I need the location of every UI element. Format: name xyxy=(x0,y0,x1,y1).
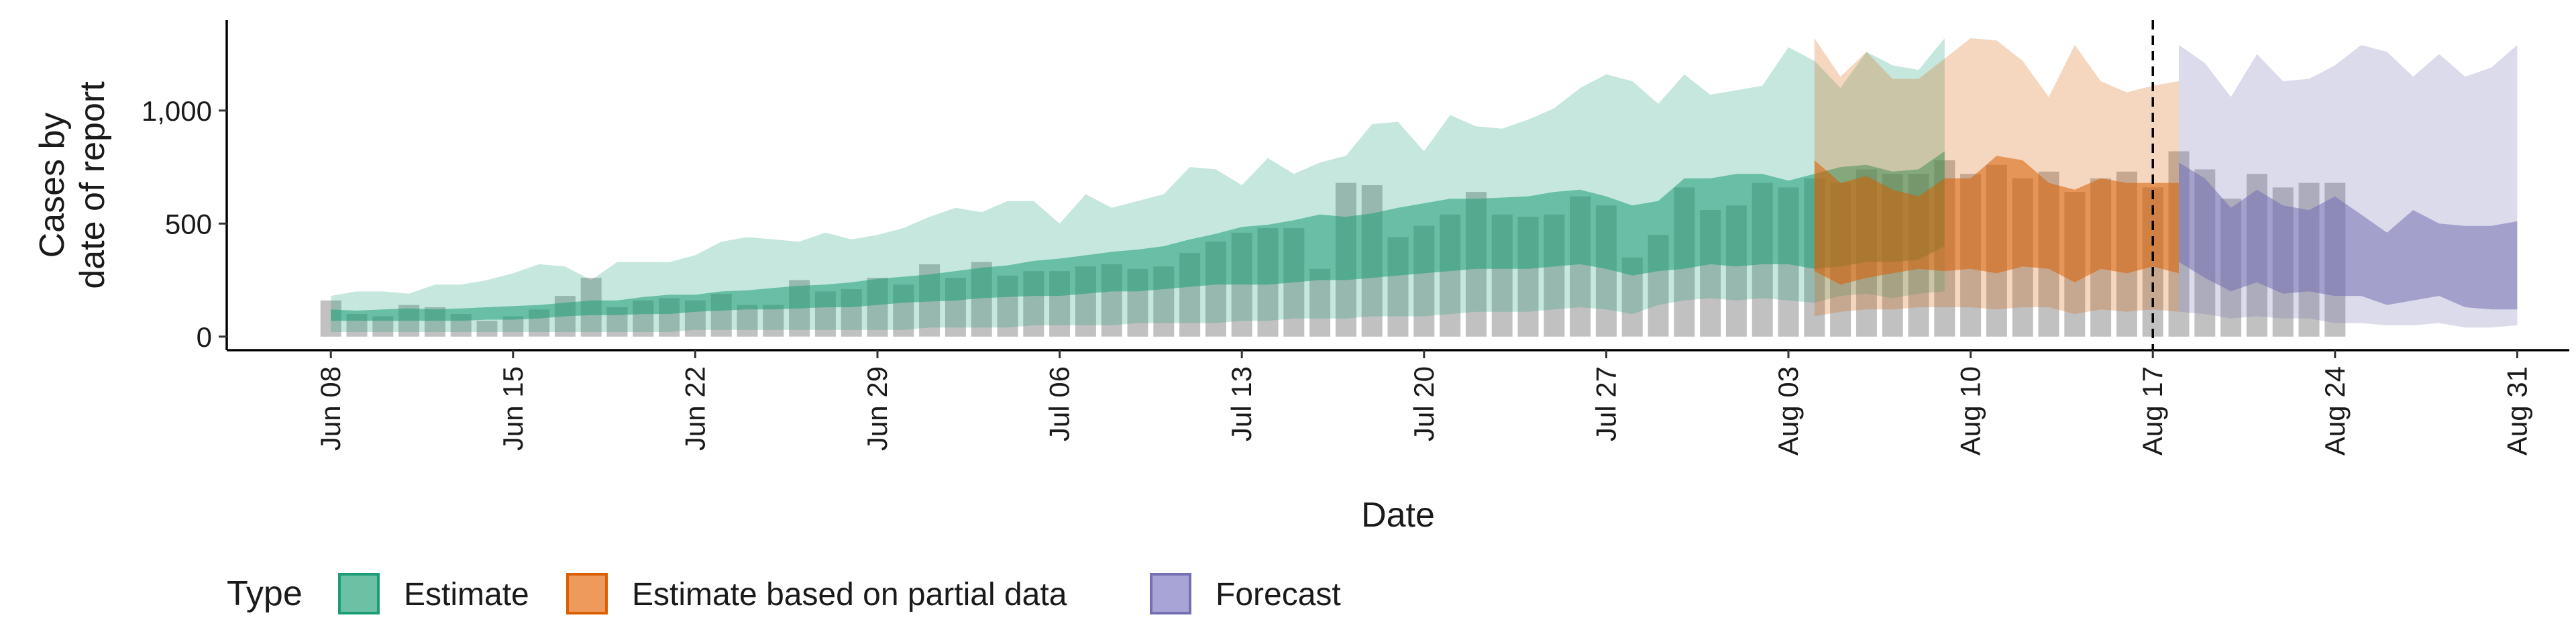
x-tick-label: Aug 17 xyxy=(2137,366,2168,455)
forecast-inner-band xyxy=(2179,162,2518,310)
x-tick-label: Jun 08 xyxy=(315,366,346,451)
x-tick-label: Jun 29 xyxy=(861,366,893,451)
legend-title: Type xyxy=(227,574,303,613)
x-axis-title: Date xyxy=(1361,496,1435,535)
reported-cases-bar xyxy=(737,305,758,337)
y-axis-title: Cases by date of report xyxy=(33,81,112,289)
legend: Type Estimate Estimate based on partial da… xyxy=(227,573,1341,614)
x-tick-label: Jul 27 xyxy=(1590,366,1621,441)
estimate-inner-band xyxy=(331,151,1945,321)
legend-swatch xyxy=(338,573,380,614)
y-tick-label: 1,000 xyxy=(142,95,212,127)
reported-cases-bar xyxy=(476,321,498,337)
x-tick-label: Aug 10 xyxy=(1955,366,1986,455)
partial-inner-band xyxy=(1814,156,2179,285)
x-tick-label: Jul 20 xyxy=(1408,366,1440,441)
legend-swatch xyxy=(1150,573,1191,614)
y-axis-title-line: date of report xyxy=(73,81,112,289)
axes: 0 500 1,000 Jun 08 Jun 15 Jun 22 Jun 29 Jul 06 J… xyxy=(142,20,2569,455)
x-tick-label: Jul 06 xyxy=(1044,366,1075,441)
legend-label: Forecast xyxy=(1216,577,1341,612)
x-tick-label: Jul 13 xyxy=(1226,366,1257,441)
y-axis-title-line: Cases by xyxy=(33,113,72,258)
ribbons xyxy=(331,38,2518,332)
x-tick-label: Jun 15 xyxy=(497,366,529,451)
legend-swatch xyxy=(566,573,608,614)
y-tick-label: 0 xyxy=(197,321,212,353)
legend-label: Estimate based on partial data xyxy=(632,577,1067,612)
reported-cases-bar xyxy=(763,305,784,337)
x-tick-label: Jun 22 xyxy=(679,366,710,451)
x-tick-label: Aug 24 xyxy=(2319,366,2351,455)
reported-cases-bar xyxy=(502,316,524,337)
x-tick-label: Aug 03 xyxy=(1772,366,1804,455)
legend-label: Estimate xyxy=(404,577,529,612)
x-tick-label: Aug 31 xyxy=(2501,366,2532,455)
y-tick-label: 500 xyxy=(165,208,212,239)
